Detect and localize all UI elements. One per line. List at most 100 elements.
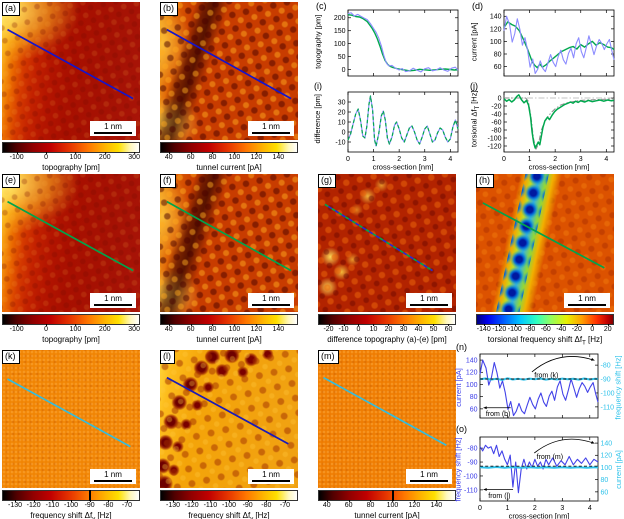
- panel-k-tag: (k): [2, 350, 20, 364]
- plot-n-ylabel-left: current [pA]: [453, 367, 463, 407]
- plot-n-ylabel-right: frequency shift [Hz]: [613, 354, 623, 420]
- plot-frame: [479, 436, 599, 502]
- y-tick-label: 140: [490, 14, 502, 21]
- colorbar-label-sub: T: [582, 340, 586, 347]
- plot-j: 0 1 2 3 40-20-40-60-80-100-120cross-section …: [487, 91, 615, 172]
- y2-tick-label: -90: [601, 376, 611, 383]
- panel-h: (h) 1 nm -140 -120 -100 -80 -60 -40 -20 0 20 tor…: [476, 174, 614, 347]
- x-axis-label: cross-section [nm]: [373, 163, 434, 172]
- panel-e-colorbar: -100 0 100 200 300 topography [pm]: [2, 314, 140, 349]
- x-tick-label: 4: [448, 156, 452, 163]
- scalebar-text: 1 nm: [104, 294, 122, 303]
- scalebar-line: [410, 480, 448, 482]
- colorbar-tick-label: 60: [186, 324, 195, 333]
- colorbar-label: torsional frequency shift ΔfT [Hz]: [476, 335, 614, 349]
- panel-l-profile-overlay: [166, 376, 289, 445]
- colorbar-label-sub: y: [92, 517, 95, 519]
- panel-e-profile-overlay: [7, 200, 134, 272]
- colorbar-ticks: -130 -120 -110 -100 -90 -80 -70: [2, 500, 140, 511]
- y-tick-label: 140: [466, 357, 478, 364]
- colorbar-tick-label: 100: [228, 324, 241, 333]
- y-tick-label: -100: [463, 473, 477, 480]
- profile-line: [7, 200, 134, 272]
- y-tick-label: 120: [490, 26, 502, 33]
- y-tick-label: -110: [464, 487, 478, 494]
- colorbar-label-text: frequency shift Δf: [30, 511, 93, 519]
- x-tick-label: 2: [533, 505, 537, 512]
- colorbar-tick-label: -90: [84, 500, 95, 509]
- y2-tick-label: -110: [601, 404, 615, 411]
- panel-a-tag: (a): [2, 2, 20, 16]
- panel-e: (e) 1 nm -100 0 100 200 300 topography [pm]: [2, 174, 140, 344]
- panel-g-tag: (g): [318, 174, 336, 188]
- colorbar-tick-label: -10: [338, 324, 349, 333]
- plot-i: 0 1 2 3 4 -10 0 10 20 30 cross-section [nm]: [335, 91, 459, 172]
- colorbar-label-text: tunnel current [pA]: [196, 163, 262, 172]
- y-tick-label: -10: [335, 139, 345, 146]
- panel-l-colorbar: -130 -120 -110 -100 -90 -80 -70 frequency shif…: [160, 490, 298, 519]
- colorbar-tick-label: 0: [44, 152, 48, 161]
- y-tick-label: 100: [334, 41, 346, 48]
- colorbar-tick-label: -20: [571, 324, 582, 333]
- colorbar-tick-label: 300: [128, 324, 140, 333]
- panel-l-map: (l) 1 nm: [160, 350, 298, 488]
- annotation-arrowhead: [591, 440, 595, 444]
- x-tick-label: 1: [528, 156, 532, 163]
- colorbar-tick-label: 50: [429, 324, 438, 333]
- profile-line: [166, 200, 292, 272]
- y-tick-label: 60: [494, 64, 502, 71]
- colorbar-label: difference topography (a)-(e) [pm]: [318, 335, 456, 349]
- panel-h-map: (h) 1 nm: [476, 174, 614, 312]
- colorbar-tick-label: -110: [45, 500, 60, 509]
- panel-b-map: (b) 1 nm: [160, 2, 298, 140]
- plot-o: 0 1 2 3 4 -80 -90 -100 -110 60 80 100 120 140 cross-se…: [463, 436, 613, 519]
- annotation-arrowhead: [591, 357, 595, 361]
- x-tick-label: 1: [372, 156, 376, 163]
- series-freq-from-l: [479, 444, 599, 494]
- panel-e-tag: (e): [2, 174, 20, 188]
- y2-tick-label: -80: [601, 363, 611, 370]
- y-tick-label: -40: [491, 111, 501, 118]
- colorbar-tick-label: 80: [208, 324, 217, 333]
- annotation-arrow: [531, 356, 595, 373]
- panel-m-profile-overlay: [323, 376, 447, 446]
- y-tick-label: -80: [467, 446, 477, 453]
- scalebar-line: [252, 480, 290, 482]
- x-tick-label: 4: [588, 505, 592, 512]
- panel-h-colorbar: -140 -120 -100 -80 -60 -40 -20 0 20 torsional fr…: [476, 314, 614, 349]
- panel-k-map: (k) 1 nm: [2, 350, 140, 488]
- panel-m-tag: (m): [318, 350, 339, 364]
- scalebar-text: 1 nm: [578, 294, 596, 303]
- colorbar-tick-label: -80: [525, 324, 536, 333]
- scalebar-text: 1 nm: [104, 122, 122, 131]
- colorbar-label-text: difference topography (a)-(e) [pm]: [327, 335, 447, 344]
- y2-tick-label: 120: [601, 453, 613, 460]
- panel-l-scalebar: 1 nm: [248, 469, 294, 484]
- x-axis-label: cross-section [nm]: [509, 512, 570, 519]
- colorbar-label: tunnel current [pA]: [318, 511, 456, 519]
- colorbar-tick-label: 120: [408, 500, 421, 509]
- series-green-dashed: [347, 95, 459, 147]
- x-tick-label: 2: [553, 156, 557, 163]
- panel-f-colorbar: 40 60 80 100 120 140 tunnel current [pA]: [160, 314, 298, 349]
- colorbar-tick-label: 0: [590, 324, 595, 333]
- colorbar-tick-label: 40: [164, 152, 173, 161]
- colorbar-label-text: topography [pm]: [42, 163, 100, 172]
- colorbar-tick-label: 120: [250, 324, 263, 333]
- scalebar-text: 1 nm: [420, 470, 438, 479]
- x-tick-label: 0: [478, 505, 482, 512]
- colorbar-tick-label: -80: [261, 500, 272, 509]
- colorbar-tick-label: -70: [121, 500, 132, 509]
- scalebar-line: [252, 132, 290, 134]
- annotation-text: from (b): [486, 411, 511, 418]
- panel-g: (g) 1 nm -20 -10 0 10 20 30 40 50 60 difference …: [318, 174, 456, 344]
- scalebar-line: [252, 304, 290, 306]
- colorbar-label-text: frequency shift Δf: [188, 511, 251, 519]
- panel-k-scalebar: 1 nm: [90, 469, 136, 484]
- y-tick-label: 30: [338, 99, 346, 106]
- colorbar-label: frequency shift Δfy [Hz]: [160, 511, 298, 519]
- colorbar-tick-label: 40: [322, 500, 331, 509]
- panel-b-colorbar: 40 60 80 100 120 140 tunnel current [pA]: [160, 142, 298, 177]
- colorbar-tick-label: -100: [221, 500, 237, 509]
- plot-c: 0 50 100 150 200: [334, 9, 459, 77]
